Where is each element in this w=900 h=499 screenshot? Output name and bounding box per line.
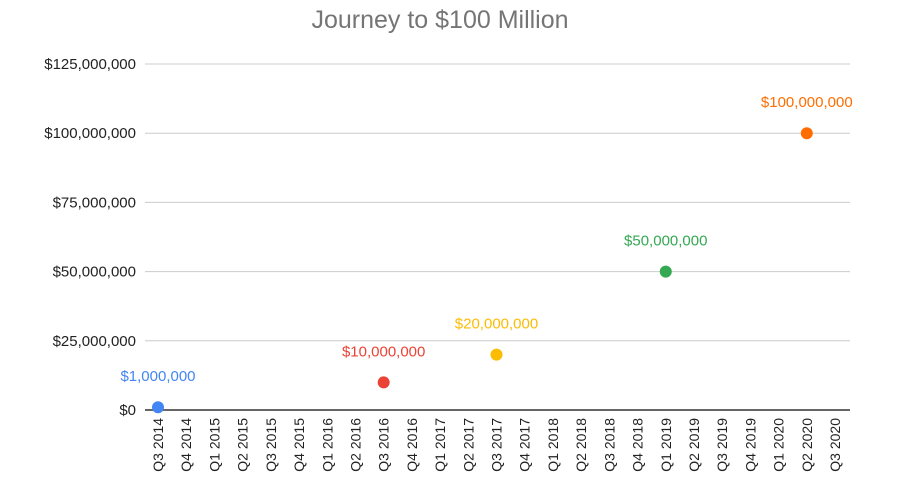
y-tick-label: $50,000,000 bbox=[53, 264, 136, 281]
data-label: $100,000,000 bbox=[761, 94, 853, 111]
x-tick-label: Q1 2017 bbox=[432, 418, 448, 472]
y-tick-label: $75,000,000 bbox=[53, 194, 136, 211]
data-label: $50,000,000 bbox=[624, 233, 707, 250]
x-tick-label: Q1 2019 bbox=[658, 418, 674, 472]
x-tick-label: Q2 2020 bbox=[799, 418, 815, 472]
y-tick-label: $100,000,000 bbox=[44, 125, 136, 142]
x-tick-label: Q2 2017 bbox=[460, 418, 476, 472]
data-points: $1,000,000 $10,000,000 $20,000,000 $50,000,… bbox=[120, 94, 853, 414]
y-tick-label: $25,000,000 bbox=[53, 333, 136, 350]
data-point bbox=[490, 348, 503, 361]
x-tick-label: Q3 2014 bbox=[150, 418, 166, 472]
x-tick-label: Q4 2014 bbox=[178, 418, 194, 472]
y-tick-label: $125,000,000 bbox=[44, 56, 136, 73]
x-tick-label: Q3 2015 bbox=[263, 418, 279, 472]
x-tick-label: Q2 2019 bbox=[686, 418, 702, 472]
data-label: $1,000,000 bbox=[120, 368, 195, 385]
x-tick-label: Q4 2019 bbox=[742, 418, 758, 472]
data-point bbox=[152, 401, 164, 414]
data-label: $10,000,000 bbox=[342, 343, 425, 360]
x-tick-label: Q1 2016 bbox=[319, 418, 335, 472]
x-tick-label: Q2 2016 bbox=[347, 418, 363, 472]
chart-title: Journey to $100 Million bbox=[311, 6, 568, 34]
x-tick-label: Q4 2015 bbox=[291, 418, 307, 472]
x-tick-label: Q1 2015 bbox=[206, 418, 222, 472]
x-tick-label: Q2 2015 bbox=[235, 418, 251, 472]
x-tick-label: Q1 2020 bbox=[771, 418, 787, 472]
gridlines bbox=[145, 63, 850, 342]
x-tick-label: Q3 2019 bbox=[714, 418, 730, 472]
x-tick-label: Q3 2017 bbox=[489, 418, 505, 472]
data-point bbox=[377, 376, 390, 389]
x-tick-label: Q4 2018 bbox=[630, 418, 646, 472]
x-tick-label: Q3 2020 bbox=[827, 418, 843, 472]
y-tick-label: $0 bbox=[119, 402, 136, 419]
y-axis-ticks: $0 $25,000,000 $50,000,000 $75,000,000 $100,… bbox=[44, 56, 136, 419]
data-label: $20,000,000 bbox=[455, 316, 538, 333]
x-axis-ticks: Q3 2014 Q4 2014 Q1 2015 Q2 2015 Q3 2015 Q4 20… bbox=[150, 418, 843, 472]
x-tick-label: Q4 2017 bbox=[517, 418, 533, 472]
x-tick-label: Q4 2016 bbox=[404, 418, 420, 472]
x-tick-label: Q3 2016 bbox=[376, 418, 392, 472]
data-point bbox=[800, 127, 813, 140]
x-tick-label: Q2 2018 bbox=[573, 418, 589, 472]
data-point bbox=[659, 265, 672, 278]
x-tick-label: Q3 2018 bbox=[601, 418, 617, 472]
x-tick-label: Q1 2018 bbox=[545, 418, 561, 472]
